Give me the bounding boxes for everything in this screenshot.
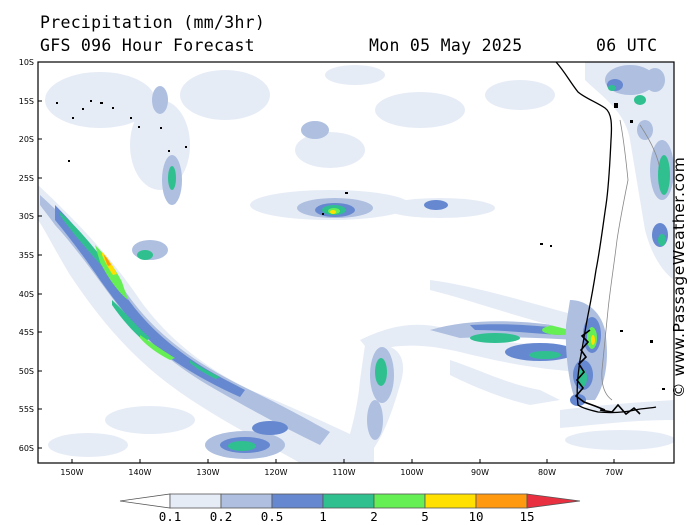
legend-swatch <box>424 493 477 509</box>
lon-labels: 150W 140W 130W 120W 110W 100W 90W 80W 70… <box>60 468 623 477</box>
map-frame <box>37 61 675 464</box>
forecast-subtitle: GFS 096 Hour Forecast <box>40 36 255 55</box>
lat-label: 15S <box>19 97 34 106</box>
lon-label: 70W <box>605 468 623 477</box>
legend-swatch <box>169 493 222 509</box>
legend-swatch <box>373 493 426 509</box>
lon-label: 140W <box>128 468 151 477</box>
lat-label: 45S <box>19 328 34 337</box>
lat-label: 20S <box>19 135 34 144</box>
lat-ticks <box>38 61 42 449</box>
lat-label: 60S <box>19 444 34 453</box>
legend-labels: 0.1 0.2 0.5 1 2 5 10 15 <box>159 509 535 524</box>
lon-ticks <box>71 459 615 463</box>
legend-label: 15 <box>519 509 534 524</box>
precip-field <box>38 62 674 463</box>
lat-label: 40S <box>19 290 34 299</box>
lat-label: 30S <box>19 212 34 221</box>
legend-label: 1 <box>319 509 327 524</box>
lat-label: 25S <box>19 174 34 183</box>
coastline <box>555 62 657 414</box>
legend-swatch <box>220 493 273 509</box>
legend-swatch <box>271 493 324 509</box>
border-lines <box>601 119 661 401</box>
legend-label: 0.5 <box>261 509 284 524</box>
legend-label: 2 <box>370 509 378 524</box>
lon-label: 150W <box>60 468 83 477</box>
legend-swatch <box>322 493 375 509</box>
islands <box>56 100 665 390</box>
lat-labels: 10S 15S 20S 25S 30S 35S 40S 45S 50S 55S … <box>19 58 34 453</box>
lon-label: 100W <box>400 468 423 477</box>
lon-label: 90W <box>471 468 489 477</box>
lat-label: 50S <box>19 367 34 376</box>
fjord-islands <box>574 329 641 416</box>
legend-swatch <box>526 493 581 509</box>
lat-label: 55S <box>19 405 34 414</box>
legend-bar <box>119 493 581 509</box>
lon-label: 130W <box>196 468 219 477</box>
legend-label: 0.1 <box>159 509 182 524</box>
legend-swatch <box>475 493 528 509</box>
lat-label: 35S <box>19 251 34 260</box>
legend-label: 10 <box>468 509 483 524</box>
legend-label: 0.2 <box>210 509 233 524</box>
map-title: Precipitation (mm/3hr) <box>40 13 266 32</box>
forecast-date: Mon 05 May 2025 <box>369 36 523 55</box>
legend-swatch <box>119 493 171 509</box>
forecast-time: 06 UTC <box>596 36 658 55</box>
lon-label: 110W <box>332 468 355 477</box>
lat-label: 10S <box>19 58 34 67</box>
legend-label: 5 <box>421 509 429 524</box>
lon-label: 120W <box>264 468 287 477</box>
lon-label: 80W <box>538 468 556 477</box>
